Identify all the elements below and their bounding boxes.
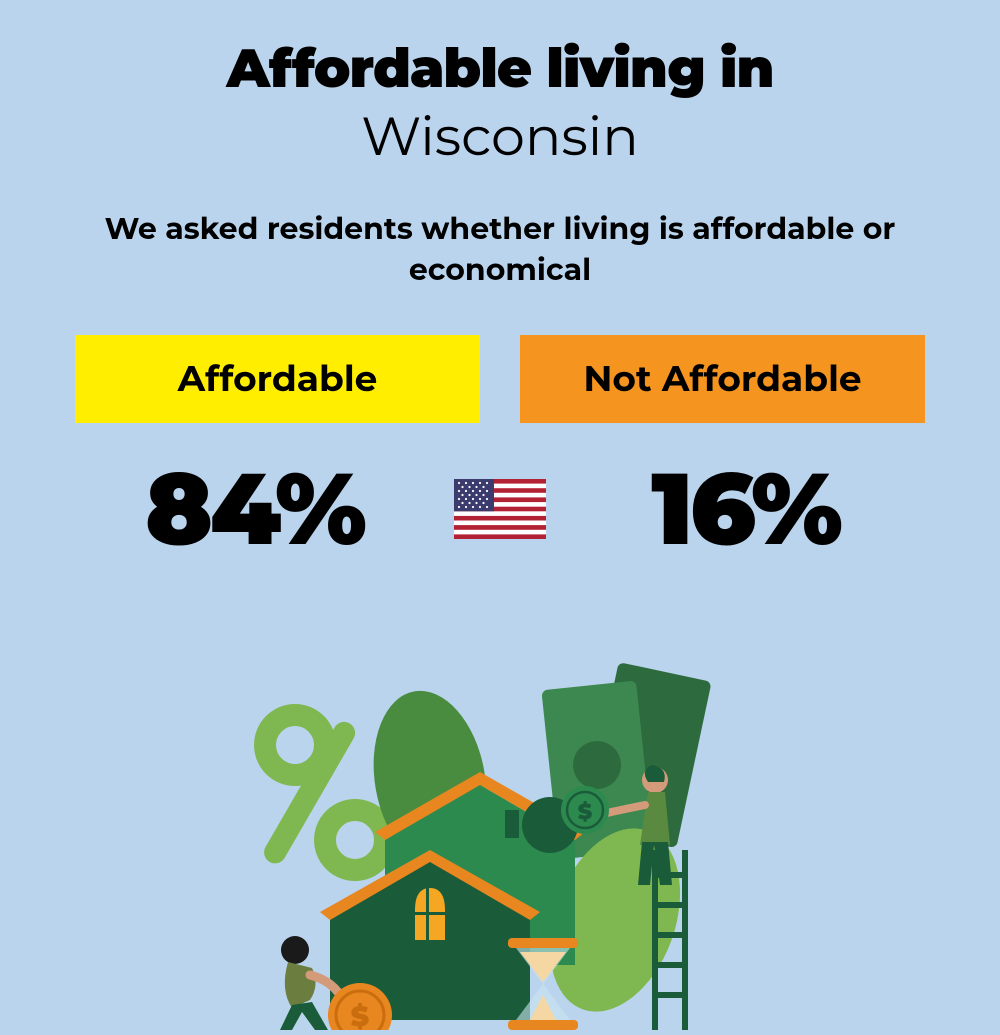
svg-text:$: $ (578, 798, 593, 825)
not-affordable-label: Not Affordable (583, 357, 861, 401)
title-line2: Wisconsin (0, 103, 1000, 169)
affordable-percent: 84% (75, 448, 434, 570)
affordable-box: Affordable (75, 335, 480, 423)
result-boxes: Affordable Not Affordable (0, 335, 1000, 423)
svg-text:$: $ (351, 1000, 370, 1030)
header: Affordable living in Wisconsin (0, 0, 1000, 169)
affordable-label: Affordable (178, 357, 378, 401)
subtitle: We asked residents whether living is aff… (0, 209, 1000, 290)
title-line1: Affordable living in (0, 35, 1000, 101)
percent-icon (260, 715, 385, 870)
housing-illustration: $ $ (220, 650, 780, 1030)
percentages-row: 84% 16% (0, 448, 1000, 570)
us-flag-icon (454, 479, 546, 539)
not-affordable-box: Not Affordable (520, 335, 925, 423)
not-affordable-percent: 16% (566, 448, 925, 570)
